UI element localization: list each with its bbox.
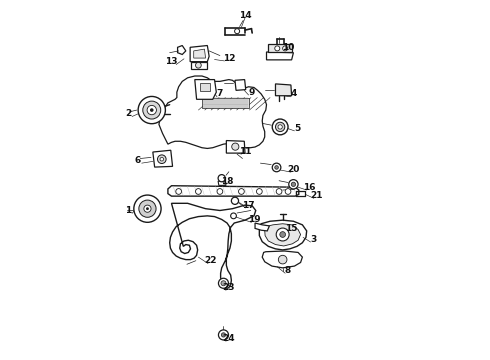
Polygon shape <box>275 84 292 96</box>
Text: 5: 5 <box>294 123 300 132</box>
Polygon shape <box>255 223 270 231</box>
Text: 22: 22 <box>205 256 217 265</box>
Circle shape <box>275 122 285 132</box>
Text: 17: 17 <box>242 201 255 210</box>
Circle shape <box>275 166 278 169</box>
Polygon shape <box>265 224 300 246</box>
Circle shape <box>285 189 291 194</box>
Polygon shape <box>269 44 292 52</box>
Text: 7: 7 <box>217 89 223 98</box>
Circle shape <box>217 189 223 194</box>
Text: 11: 11 <box>239 147 251 156</box>
Circle shape <box>232 143 239 150</box>
Circle shape <box>202 85 208 90</box>
Circle shape <box>278 125 282 129</box>
Circle shape <box>272 163 281 172</box>
Circle shape <box>239 189 245 194</box>
Circle shape <box>276 228 289 241</box>
Text: 1: 1 <box>125 206 132 215</box>
Circle shape <box>139 200 156 217</box>
Polygon shape <box>194 49 205 58</box>
Polygon shape <box>259 220 307 250</box>
Polygon shape <box>200 83 210 91</box>
Circle shape <box>275 46 280 51</box>
Circle shape <box>157 155 166 163</box>
Circle shape <box>160 157 164 161</box>
Circle shape <box>283 46 288 51</box>
Text: 16: 16 <box>303 183 316 192</box>
Text: 8: 8 <box>285 266 291 275</box>
Circle shape <box>146 207 149 210</box>
Polygon shape <box>262 251 302 268</box>
Circle shape <box>221 333 225 337</box>
Polygon shape <box>190 45 209 62</box>
Text: 20: 20 <box>287 165 299 174</box>
Text: 9: 9 <box>249 87 255 96</box>
Circle shape <box>176 189 181 194</box>
Circle shape <box>272 119 288 135</box>
Circle shape <box>256 189 262 194</box>
Text: 24: 24 <box>222 334 235 343</box>
Polygon shape <box>159 76 267 148</box>
Polygon shape <box>191 62 207 69</box>
Circle shape <box>291 182 295 186</box>
Circle shape <box>147 105 156 115</box>
Circle shape <box>231 213 236 219</box>
Circle shape <box>280 231 286 237</box>
Circle shape <box>289 180 298 189</box>
Polygon shape <box>168 186 299 196</box>
Circle shape <box>276 189 282 194</box>
Text: 15: 15 <box>285 224 298 233</box>
Polygon shape <box>267 52 294 60</box>
Text: 4: 4 <box>290 89 296 98</box>
Circle shape <box>196 189 201 194</box>
Text: 6: 6 <box>134 156 141 165</box>
Circle shape <box>221 281 226 286</box>
Text: 3: 3 <box>310 235 316 244</box>
Polygon shape <box>218 181 226 185</box>
Circle shape <box>196 62 201 68</box>
Polygon shape <box>170 203 256 288</box>
Text: 21: 21 <box>311 191 323 200</box>
Text: 18: 18 <box>221 177 233 186</box>
Polygon shape <box>235 80 245 90</box>
Circle shape <box>278 255 287 264</box>
Circle shape <box>144 205 151 212</box>
Circle shape <box>231 197 239 204</box>
Polygon shape <box>226 140 245 153</box>
Text: 2: 2 <box>125 109 132 118</box>
Circle shape <box>134 195 161 222</box>
Text: 19: 19 <box>247 215 260 224</box>
Circle shape <box>218 175 225 182</box>
Polygon shape <box>195 80 216 99</box>
Circle shape <box>219 330 228 340</box>
Polygon shape <box>153 150 172 167</box>
Text: 14: 14 <box>239 10 251 19</box>
Text: 12: 12 <box>222 54 235 63</box>
Polygon shape <box>202 98 248 108</box>
Text: 13: 13 <box>165 57 178 66</box>
Polygon shape <box>177 45 186 54</box>
Text: 10: 10 <box>282 43 294 52</box>
Circle shape <box>138 96 166 124</box>
Circle shape <box>219 278 228 288</box>
Circle shape <box>143 101 161 119</box>
Circle shape <box>235 29 240 34</box>
Text: 23: 23 <box>222 283 235 292</box>
Circle shape <box>150 108 153 112</box>
